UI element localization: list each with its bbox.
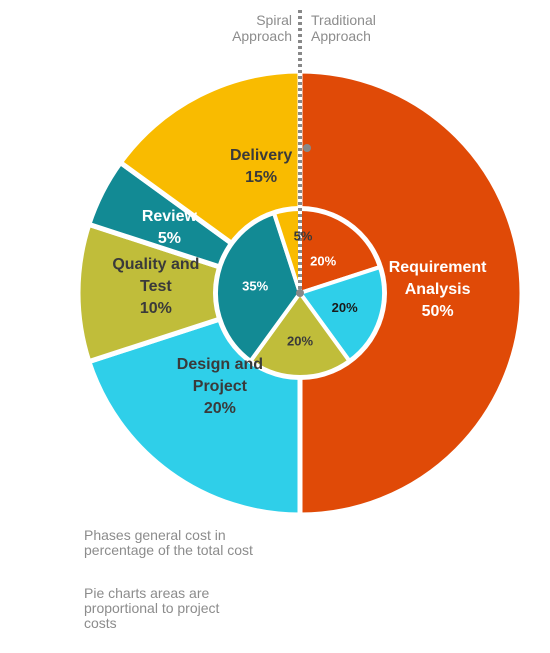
traditional-header-line-1: Traditional (311, 12, 376, 28)
inner-slice-label-slice-2-line-0: 20% (287, 333, 313, 348)
outer-slice-label-review-line-0: Review (142, 208, 198, 225)
divider-marker-dot (303, 144, 311, 152)
outer-slice-label-requirement-analysis-line-2: 50% (422, 303, 454, 320)
outer-slice-label-quality-and-test-line-2: 10% (140, 300, 172, 317)
inner-slice-label-slice-3-line-0: 35% (242, 279, 268, 294)
outer-slice-quality-and-test (75, 221, 303, 365)
outer-slice-label-delivery-line-0: Delivery (230, 147, 292, 164)
inner-pie-spiral (213, 206, 387, 380)
outer-slice-requirement-analysis (297, 68, 525, 518)
inner-slice-label-slice-4: 5% (294, 229, 313, 244)
note-area-proportional: Pie charts areas are proportional to pro… (84, 586, 324, 631)
note-2-line-3: costs (84, 615, 117, 631)
note-cost-percentage: Phases general cost in percentage of the… (84, 528, 324, 558)
inner-slice-label-slice-2: 20% (287, 333, 313, 348)
spiral-header-line-2: Approach (232, 28, 292, 44)
note-1-line-1: Phases general cost in (84, 527, 226, 543)
inner-pie-labels: 20% 20% 20% 35% 5% (242, 229, 358, 349)
inner-slice-label-slice-1-line-0: 20% (332, 300, 358, 315)
inner-slice-slice-2 (248, 291, 352, 379)
outer-slice-label-design-and-project: Design and Project 20% (177, 356, 263, 417)
outer-slice-label-quality-and-test: Quality and Test 10% (112, 256, 199, 317)
outer-slice-label-delivery: Delivery 15% (230, 147, 292, 186)
outer-pie-labels: Requirement Analysis 50% Design and Project 2… (112, 147, 487, 417)
spiral-approach-header: Spiral Approach (212, 12, 292, 44)
spiral-header-line-1: Spiral (256, 12, 292, 28)
note-2-line-1: Pie charts areas are (84, 585, 210, 601)
inner-slice-slice-1 (298, 265, 386, 363)
inner-slice-label-slice-0-line-0: 20% (310, 254, 336, 269)
outer-slice-label-quality-and-test-line-0: Quality and (112, 256, 199, 273)
inner-slice-label-slice-0: 20% (310, 254, 336, 269)
inner-slice-label-slice-4-line-0: 5% (294, 229, 313, 244)
outer-slice-label-delivery-line-1: 15% (245, 169, 277, 186)
note-1-line-2: percentage of the total cost (84, 542, 253, 558)
note-2-line-2: proportional to project (84, 600, 220, 616)
outer-slice-label-design-and-project-line-0: Design and (177, 356, 263, 373)
outer-slice-label-review-line-1: 5% (158, 230, 181, 247)
approach-divider (296, 10, 311, 297)
outer-slice-label-design-and-project-line-2: 20% (204, 400, 236, 417)
traditional-header-line-2: Approach (311, 28, 371, 44)
outer-slice-label-quality-and-test-line-1: Test (140, 278, 172, 295)
outer-slice-label-review: Review 5% (142, 208, 198, 247)
center-dot (296, 289, 304, 297)
traditional-approach-header: Traditional Approach (311, 12, 421, 44)
inner-slice-slice-3 (214, 211, 302, 363)
outer-slice-label-requirement-analysis-line-0: Requirement (389, 259, 487, 276)
inner-slice-label-slice-1: 20% (332, 300, 358, 315)
outer-slice-label-requirement-analysis-line-1: Analysis (405, 281, 471, 298)
outer-slice-label-requirement-analysis: Requirement Analysis 50% (389, 259, 487, 320)
inner-slice-label-slice-3: 35% (242, 279, 268, 294)
outer-slice-label-design-and-project-line-1: Project (193, 378, 248, 395)
